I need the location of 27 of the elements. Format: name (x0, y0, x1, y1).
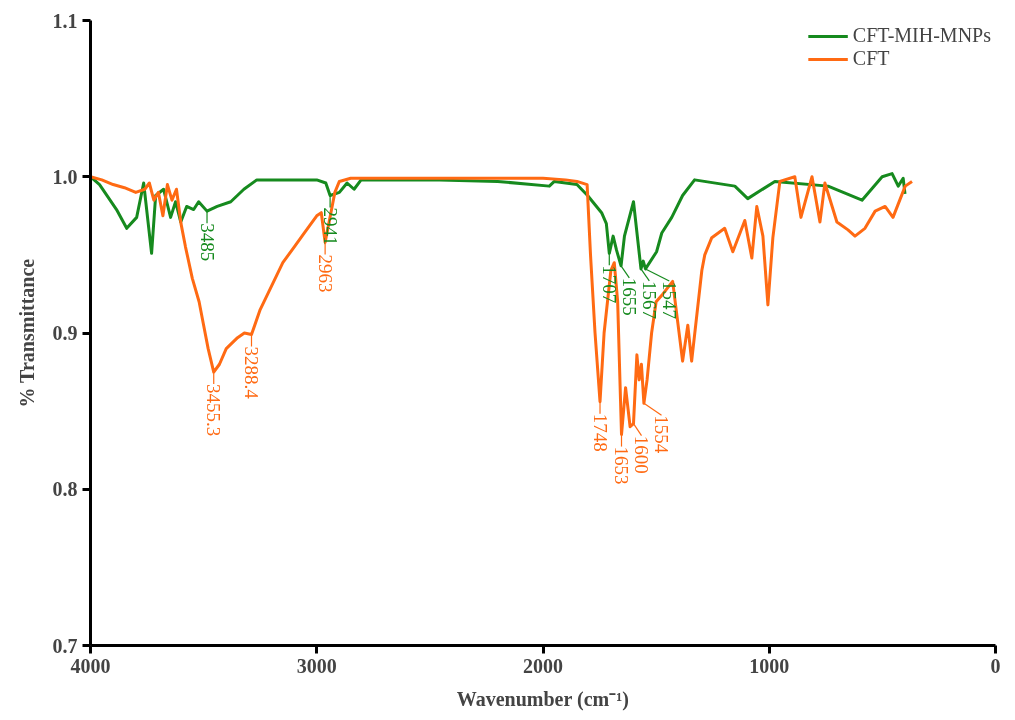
annotation: 2941 (319, 207, 341, 246)
y-tick-label: 0.9 (52, 322, 78, 344)
annotation: 3455.3 (203, 384, 225, 437)
y-tick-label: 1.0 (52, 165, 78, 188)
annotation: 1653 (611, 446, 633, 485)
annotation: 1600 (631, 435, 653, 474)
annotation: 1567 (638, 280, 660, 319)
x-tick-label: 2000 (523, 654, 563, 677)
y-tick-label: 0.7 (52, 634, 78, 657)
annotation: 3288.4 (241, 346, 262, 400)
x-tick-label: 4000 (70, 654, 111, 677)
x-tick-label: 0 (990, 654, 1001, 677)
x-tick-label: 1000 (749, 654, 790, 677)
annotation: 1655 (618, 277, 640, 316)
y-tick-label: 0.8 (52, 478, 78, 501)
x-axis-title: Wavenumber (cm⁻¹) (456, 687, 629, 711)
annotation: 1547 (658, 280, 680, 319)
annotation: 1748 (589, 413, 611, 452)
y-tick-label: 1.1 (52, 9, 78, 32)
y-axis-title: % Transmittance (15, 258, 38, 408)
legend-label: CFT-MIH-MNPs (852, 24, 991, 47)
annotation: 3485 (196, 223, 218, 262)
annotation: 1554 (651, 415, 673, 454)
annotation: 2963 (314, 254, 336, 293)
annotation: 1707 (598, 265, 620, 304)
legend-label: CFT (852, 47, 890, 70)
x-tick-label: 3000 (296, 654, 337, 677)
